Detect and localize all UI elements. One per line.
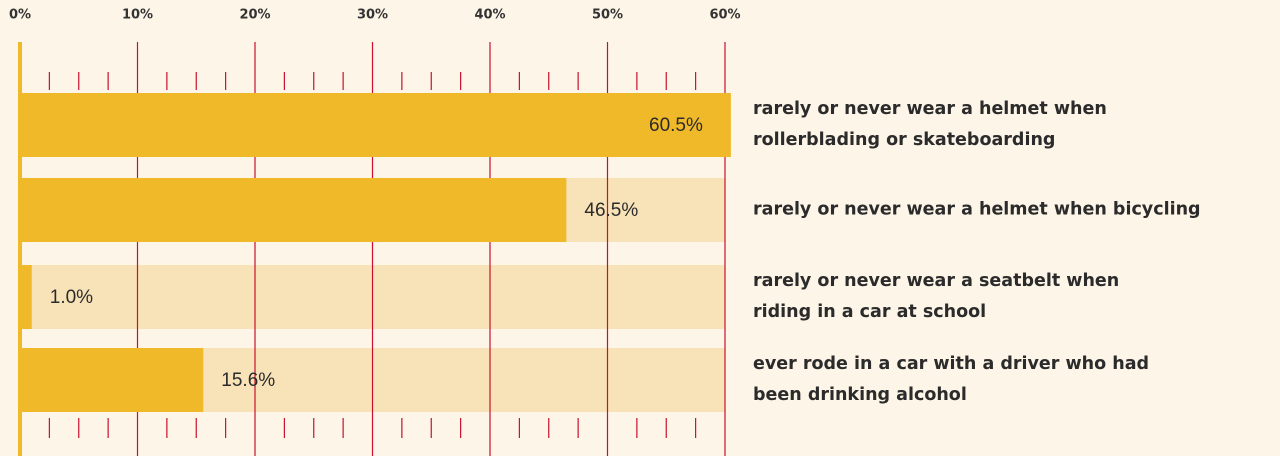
- x-tick-label: 40%: [474, 8, 505, 23]
- value-label: 46.5%: [584, 200, 638, 221]
- x-tick-label: 20%: [239, 8, 270, 23]
- category-label: rarely or never wear a helmet when rolle…: [753, 99, 1107, 150]
- value-label: 60.5%: [649, 115, 703, 136]
- x-tick-label: 10%: [122, 8, 153, 23]
- category-label: rarely or never wear a helmet when bicyc…: [753, 199, 1201, 220]
- x-tick-label: 50%: [592, 8, 623, 23]
- x-tick-label: 0%: [9, 8, 31, 23]
- value-label: 1.0%: [50, 287, 93, 308]
- category-label: rarely or never wear a seatbelt when rid…: [753, 271, 1120, 322]
- bar: [20, 348, 204, 412]
- x-tick-label: 60%: [709, 8, 740, 23]
- bar: [20, 178, 567, 242]
- axis-line: [18, 42, 22, 456]
- category-label: ever rode in a car with a driver who had…: [753, 354, 1150, 405]
- x-tick-label: 30%: [357, 8, 388, 23]
- value-label: 15.6%: [221, 370, 275, 391]
- bar: [20, 265, 32, 329]
- bar: [20, 93, 731, 157]
